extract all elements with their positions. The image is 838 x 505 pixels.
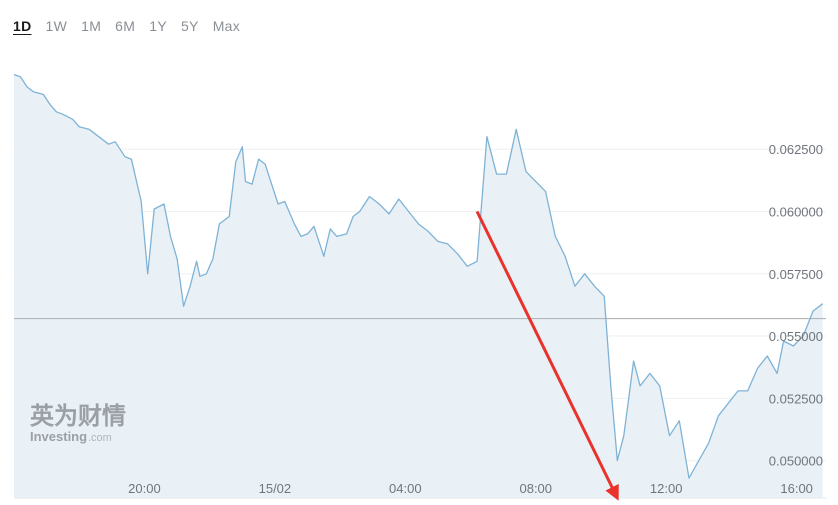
x-tick-label: 20:00 [128,481,161,496]
trend-arrow [475,210,619,501]
range-tab-6m[interactable]: 6M [115,18,136,34]
y-tick-label: 0.062500 [769,142,823,157]
watermark-en: Investing [30,429,87,444]
range-tab-1m[interactable]: 1M [81,18,102,34]
y-tick-label: 0.060000 [769,204,823,219]
x-tick-label: 08:00 [519,481,552,496]
x-axis-labels: 20:00 15/02 04:00 08:00 12:00 16:00 [128,481,813,496]
price-line [13,73,824,479]
range-tab-1w[interactable]: 1W [45,18,68,34]
investing-watermark: 英为财情 Investing .com [30,402,126,444]
x-tick-label: 12:00 [650,481,683,496]
y-axis-labels: 0.050000 0.052500 0.055000 0.057500 0.060000… [769,142,823,468]
x-tick-label: 15/02 [259,481,292,496]
x-tick-label: 16:00 [780,481,813,496]
range-tab-5y[interactable]: 5Y [180,18,199,34]
time-range-tabs: 1D 1W 1M 6M 1Y 5Y Max [6,16,247,36]
range-tab-1y[interactable]: 1Y [149,18,167,34]
watermark-com: .com [88,432,112,444]
range-tab-1d[interactable]: 1D [13,18,32,34]
x-tick-label: 04:00 [389,481,422,496]
y-tick-label: 0.050000 [769,454,823,469]
y-tick-label: 0.057500 [769,267,823,282]
price-area [14,74,823,498]
y-tick-label: 0.052500 [769,391,823,406]
watermark-cn: 英为财情 [30,402,126,430]
range-tab-max[interactable]: Max [212,18,241,34]
y-tick-label: 0.055000 [769,329,823,344]
